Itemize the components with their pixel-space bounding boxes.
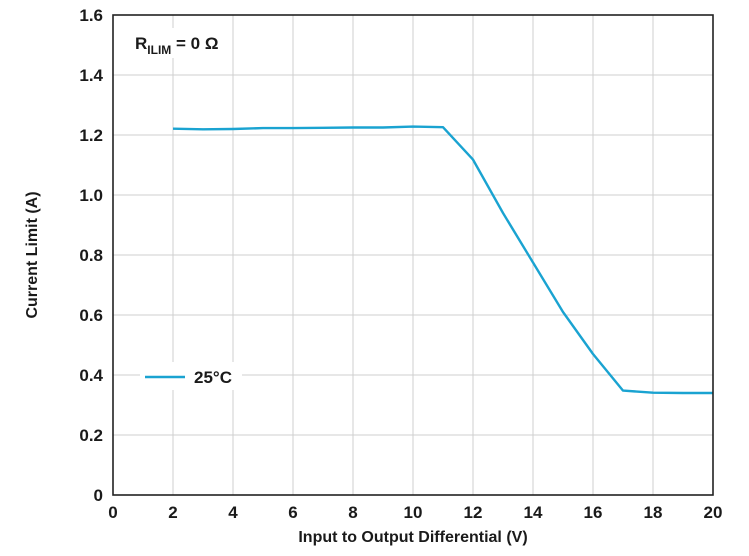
x-tick-label: 20 <box>704 503 723 522</box>
rilim-annotation: RILIM = 0 Ω <box>128 28 232 58</box>
plot-frame <box>112 14 714 496</box>
x-tick-label: 12 <box>464 503 483 522</box>
y-tick-label: 1.0 <box>79 186 103 205</box>
annotation-text: RILIM = 0 Ω <box>135 34 218 57</box>
series-group <box>172 125 713 395</box>
y-tick-label: 0.8 <box>79 246 103 265</box>
grid <box>113 15 713 495</box>
x-tick-labels: 0 2 4 6 8 10 12 14 16 18 20 <box>108 503 722 522</box>
annotation-rest: = 0 Ω <box>171 34 218 53</box>
x-tick-label: 14 <box>524 503 543 522</box>
y-tick-label: 0 <box>94 486 103 505</box>
x-tick-label: 4 <box>228 503 238 522</box>
x-axis-label: Input to Output Differential (V) <box>298 529 527 546</box>
x-tick-label: 0 <box>108 503 117 522</box>
legend: 25°C <box>140 362 242 390</box>
y-tick-labels: 0 0.2 0.4 0.6 0.8 1.0 1.2 1.4 1.6 <box>79 6 103 505</box>
x-tick-label: 16 <box>584 503 603 522</box>
x-tick-label: 6 <box>288 503 297 522</box>
x-tick-label: 10 <box>404 503 423 522</box>
legend-label-25c: 25°C <box>194 368 232 387</box>
series-line-25c <box>172 125 713 395</box>
y-tick-label: 1.4 <box>79 66 103 85</box>
annotation-background <box>128 28 232 58</box>
y-tick-label: 0.2 <box>79 426 103 445</box>
annotation-subscript: ILIM <box>147 43 171 57</box>
y-tick-label: 0.6 <box>79 306 103 325</box>
y-tick-label: 1.6 <box>79 6 103 25</box>
x-tick-label: 8 <box>348 503 357 522</box>
y-tick-label: 0.4 <box>79 366 103 385</box>
y-axis-label: Current Limit (A) <box>24 191 41 318</box>
x-tick-label: 18 <box>644 503 663 522</box>
x-tick-label: 2 <box>168 503 177 522</box>
y-tick-label: 1.2 <box>79 126 103 145</box>
annotation-main: R <box>135 34 147 53</box>
